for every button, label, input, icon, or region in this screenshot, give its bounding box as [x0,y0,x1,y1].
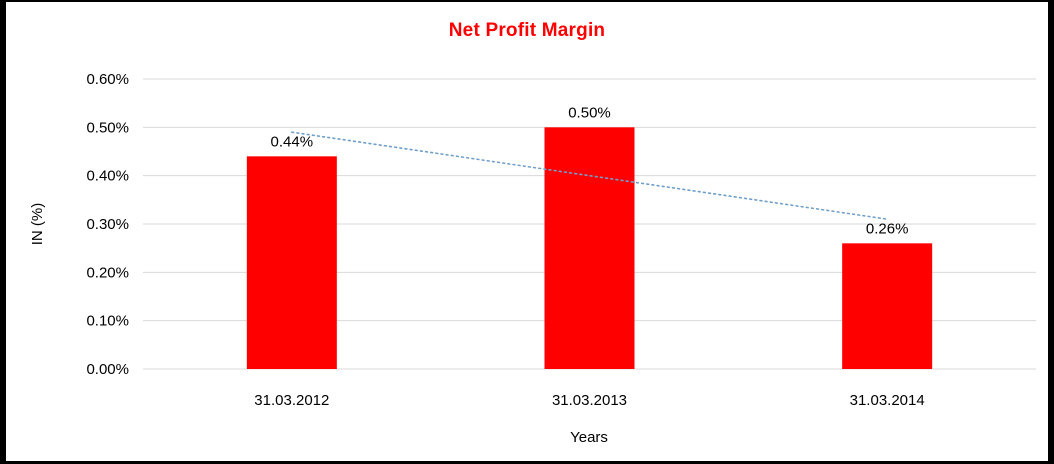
bar-layer [246,127,933,369]
y-axis-title: IN (%) [29,203,46,246]
bar-value-label: 0.44% [271,133,314,150]
trendline [291,131,888,220]
bar [544,127,635,369]
y-tick-label: 0.30% [86,216,129,233]
y-tick-label: 0.20% [86,264,129,281]
bar [246,156,337,369]
x-axis-title: Years [570,429,608,446]
bar [842,243,933,369]
trend-layer [291,131,888,220]
x-tick-label: 31.03.2012 [254,392,329,409]
y-tick-label: 0.40% [86,168,129,185]
y-tick-label: 0.00% [86,361,129,378]
label-layer: 0.44% 31.03.2012 0.50% 31.03.2013 0.26% 31.03… [254,104,924,409]
bar-value-label: 0.50% [568,104,611,121]
y-tick-label: 0.50% [86,119,129,136]
y-tick-label: 0.10% [86,313,129,330]
y-tick-label: 0.60% [86,71,129,88]
bar-value-label: 0.26% [866,220,909,237]
x-tick-label: 31.03.2013 [552,392,627,409]
chart-title: Net Profit Margin [448,20,606,41]
bar-chart: 0.00% 0.10% 0.20% 0.30% 0.40% 0.50% 0.60% 0.44… [29,71,1036,446]
x-tick-label: 31.03.2014 [850,392,925,409]
